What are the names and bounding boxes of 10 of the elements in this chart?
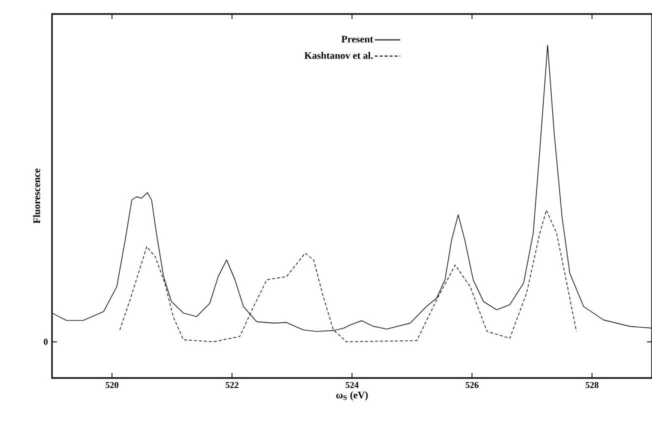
x-axis-title: ω$_{S}$ (eV) bbox=[336, 391, 368, 400]
x-tick-label: 528 bbox=[586, 382, 598, 388]
x-tick-label: 526 bbox=[466, 382, 478, 388]
x-tick-label: 520 bbox=[106, 382, 118, 388]
x-tick-label: 522 bbox=[226, 382, 238, 388]
legend-label: Kashtanov et al. bbox=[304, 52, 373, 59]
legend-label: Present bbox=[341, 36, 374, 42]
x-tick-label: 524 bbox=[346, 382, 359, 388]
y-axis-title: Fluorescence bbox=[33, 168, 40, 224]
text: 0 bbox=[44, 338, 48, 345]
